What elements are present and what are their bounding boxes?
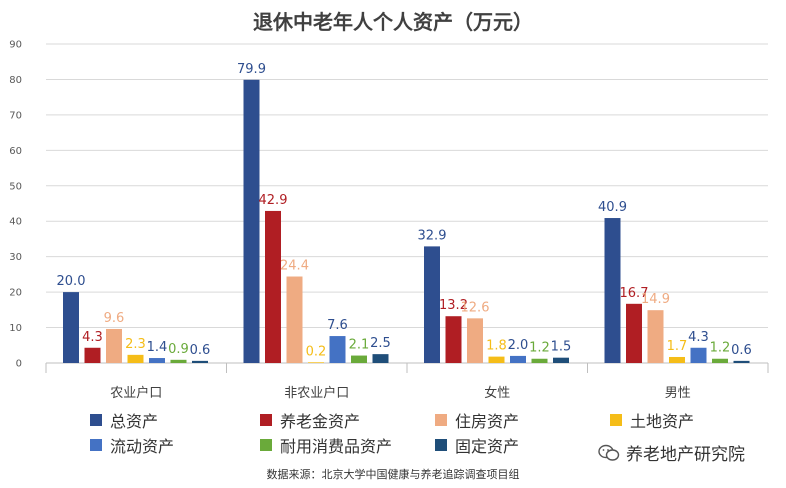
- data-label: 1.2: [529, 341, 550, 356]
- bar: [424, 246, 440, 363]
- y-tick-label: 50: [9, 181, 22, 192]
- x-tick-label: 男性: [665, 386, 691, 400]
- bar: [170, 359, 187, 363]
- legend-item: 住房资产: [435, 408, 519, 432]
- data-label: 14.9: [641, 292, 670, 307]
- legend-label: 住房资产: [455, 412, 520, 431]
- bar: [647, 310, 664, 363]
- legend-swatch: [610, 414, 622, 426]
- bar: [445, 316, 462, 363]
- data-label: 0.2: [306, 344, 327, 359]
- bar: [733, 360, 750, 363]
- legend-swatch: [260, 439, 272, 451]
- bar: [467, 318, 483, 363]
- y-tick-label: 30: [9, 252, 22, 263]
- bar: [127, 354, 144, 363]
- bar: [626, 303, 642, 363]
- data-label: 16.7: [620, 286, 649, 301]
- y-tick-label: 20: [9, 288, 22, 299]
- bar: [553, 357, 569, 363]
- legend-label: 流动资产: [110, 437, 175, 456]
- bar: [351, 355, 367, 363]
- data-label: 2.1: [349, 338, 370, 353]
- data-label: 42.9: [259, 193, 288, 208]
- x-tick-label: 非农业户口: [284, 385, 349, 400]
- data-label: 79.9: [237, 62, 266, 77]
- legend-item: 固定资产: [435, 433, 519, 457]
- data-label: 0.6: [190, 343, 211, 358]
- y-tick-label: 40: [9, 217, 22, 228]
- x-tick-label: 农业户口: [110, 385, 162, 400]
- bar: [510, 355, 526, 363]
- data-label: 1.7: [667, 339, 688, 354]
- bar: [329, 336, 346, 363]
- watermark: 养老地产研究院: [598, 440, 745, 465]
- data-label: 24.4: [280, 259, 309, 274]
- legend-swatch: [90, 414, 102, 426]
- bar: [192, 360, 208, 363]
- bar: [106, 328, 122, 363]
- bar: [308, 362, 324, 363]
- bar: [286, 276, 303, 363]
- legend-label: 总资产: [110, 412, 159, 431]
- data-label: 7.6: [327, 318, 348, 333]
- bar: [669, 356, 685, 363]
- legend-swatch: [260, 414, 272, 426]
- data-label: 4.3: [688, 330, 709, 345]
- legend-label: 耐用消费品资产: [280, 437, 393, 456]
- data-label: 2.0: [508, 338, 529, 353]
- data-label: 9.6: [104, 311, 125, 326]
- data-label: 12.6: [461, 300, 490, 315]
- data-label: 1.5: [551, 340, 572, 355]
- legend-label: 固定资产: [455, 437, 520, 456]
- x-tick-label: 女性: [484, 385, 510, 400]
- legend-item: 流动资产: [90, 433, 174, 457]
- bar: [63, 292, 79, 363]
- y-tick-label: 80: [9, 75, 22, 86]
- data-label: 40.9: [598, 200, 627, 215]
- chart-title: 退休中老年人个人资产（万元）: [253, 10, 533, 34]
- y-tick-label: 70: [9, 110, 22, 121]
- legend-label: 养老金资产: [280, 412, 361, 431]
- bar: [712, 358, 728, 363]
- data-label: 1.4: [147, 340, 168, 355]
- bar: [531, 358, 548, 363]
- legend-item: 耐用消费品资产: [260, 433, 392, 457]
- legend-label: 土地资产: [630, 412, 695, 431]
- bar: [372, 354, 389, 363]
- bar: [243, 79, 260, 363]
- watermark-text: 养老地产研究院: [626, 445, 745, 465]
- data-label: 1.8: [486, 339, 507, 354]
- data-label: 2.5: [370, 336, 391, 351]
- data-label: 0.6: [731, 343, 752, 358]
- bar: [84, 347, 101, 363]
- source-note: 数据来源：北京大学中国健康与养老追踪调查项目组: [266, 468, 520, 481]
- y-tick-label: 0: [16, 359, 22, 370]
- legend-item: 总资产: [90, 408, 158, 432]
- data-label: 2.3: [125, 337, 146, 352]
- data-label: 20.0: [57, 274, 86, 289]
- wechat-icon: [598, 444, 620, 461]
- legend-item: 土地资产: [610, 408, 694, 432]
- bar: [690, 347, 707, 363]
- y-tick-label: 60: [9, 146, 22, 157]
- data-label: 1.2: [710, 341, 731, 356]
- y-tick-label: 90: [9, 40, 22, 51]
- y-tick-label: 10: [9, 323, 22, 334]
- legend-swatch: [90, 439, 102, 451]
- legend-swatch: [435, 439, 447, 451]
- data-label: 4.3: [82, 330, 103, 345]
- data-label: 0.9: [168, 342, 189, 357]
- bar: [149, 358, 165, 363]
- bar: [488, 356, 505, 363]
- bar: [604, 218, 621, 363]
- data-label: 32.9: [418, 228, 447, 243]
- legend-item: 养老金资产: [260, 408, 360, 432]
- legend-swatch: [435, 414, 447, 426]
- bar: [265, 210, 281, 363]
- data-label: 13.2: [439, 298, 468, 313]
